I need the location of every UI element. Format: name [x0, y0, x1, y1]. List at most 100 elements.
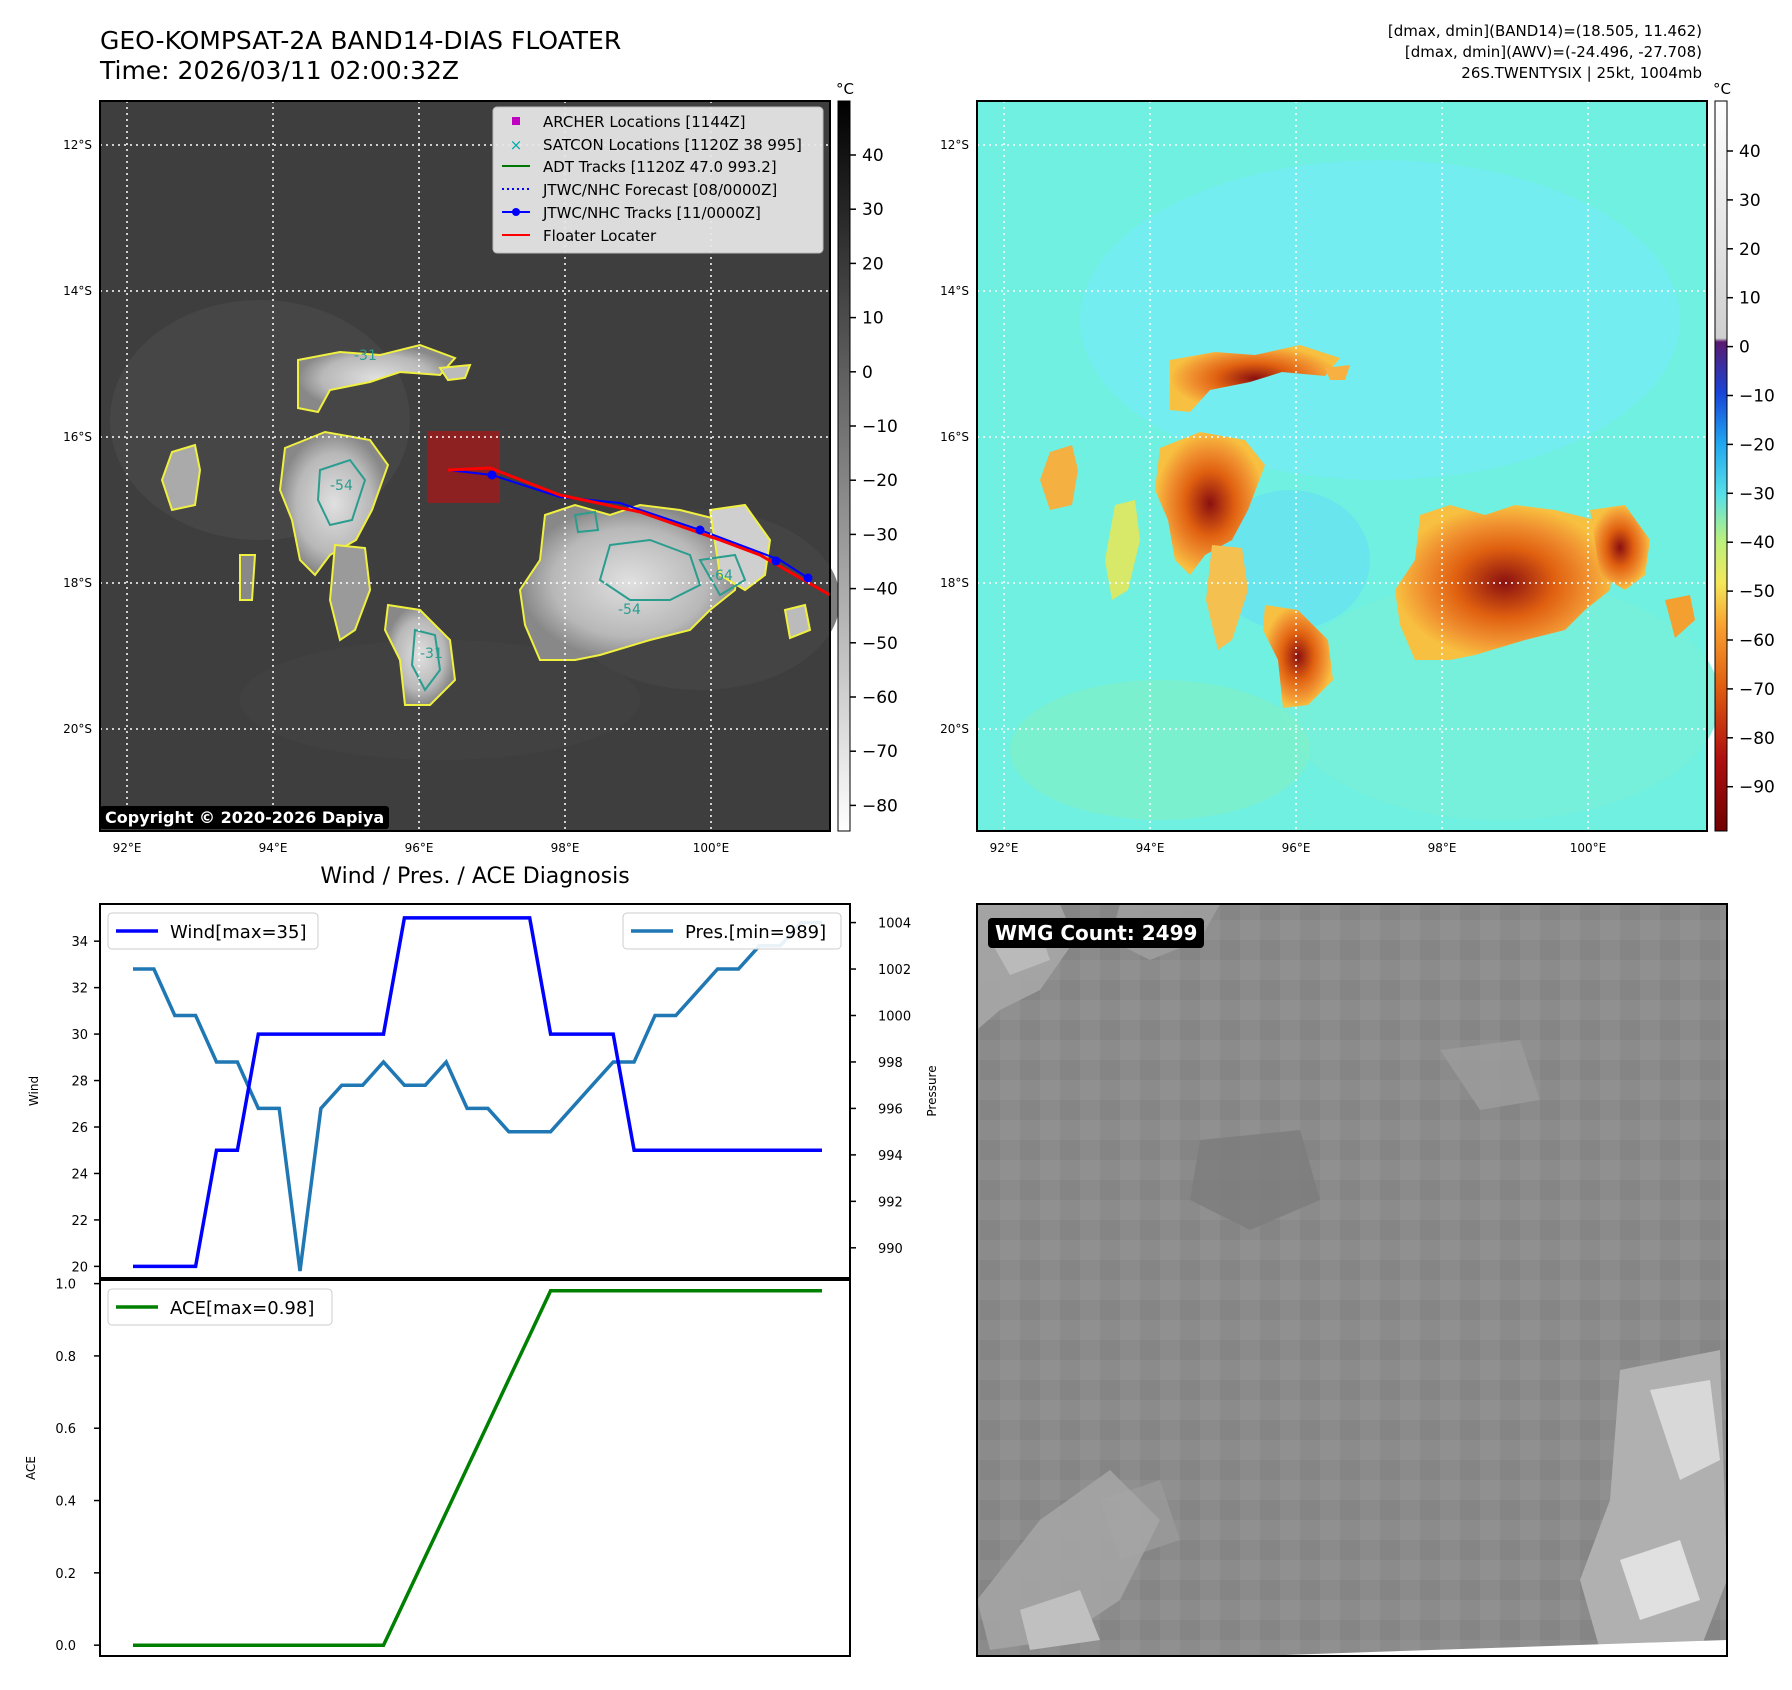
svg-text:98°E: 98°E: [551, 841, 580, 855]
svg-text:18°S: 18°S: [63, 576, 92, 590]
legend-satcon: SATCON Locations [1120Z 38 995]: [543, 136, 802, 154]
pressure-ytick-label: 1004: [878, 917, 911, 932]
wind-axis-label: Wind: [27, 1076, 41, 1106]
svg-text:14°S: 14°S: [940, 284, 969, 298]
color-colorbar-tick-label: −80: [1739, 729, 1775, 749]
gray-colorbar-tick-label: 40: [862, 146, 884, 166]
color-colorbar-tick-label: −30: [1739, 484, 1775, 504]
svg-text:-31: -31: [420, 646, 443, 662]
gray-colorbar-tick-label: −60: [862, 688, 898, 708]
legend-jtwc-tracks: JTWC/NHC Tracks [11/0000Z]: [542, 204, 761, 222]
ace-ytick-label: 0.8: [55, 1350, 76, 1365]
awv-map-panel: 12°S 14°S 16°S 18°S 20°S 92°E 94°E 96°E …: [940, 100, 1720, 855]
gray-colorbar-tick-label: −50: [862, 634, 898, 654]
awv-cloud-clusters: [1040, 345, 1695, 708]
gray-colorbar: °C 40 30 20 10 0 −10 −20 −30 −40 −50 −60 −70 −80: [836, 80, 898, 832]
color-colorbar: °C 40 30 20 10 0 −10 −20 −30 −40 −50 −60 −70 −80 −90: [1713, 80, 1775, 832]
info-storm: 26S.TWENTYSIX | 25kt, 1004mb: [1461, 64, 1702, 82]
pressure-ytick-label: 1002: [878, 963, 911, 978]
pressure-legend-label: Pres.[min=989]: [685, 922, 826, 943]
color-colorbar-tick-label: −10: [1739, 387, 1775, 407]
awv-map-grid: [977, 101, 1707, 831]
color-colorbar-tick-label: 10: [1739, 289, 1761, 309]
wind-ytick-label: 26: [71, 1121, 88, 1136]
wind-ytick-label: 30: [71, 1028, 88, 1043]
diagnosis-title: Wind / Pres. / ACE Diagnosis: [320, 864, 629, 889]
info-awv: [dmax, dmin](AWV)=(-24.496, -27.708): [1404, 43, 1702, 61]
pressure-ytick-label: 1000: [878, 1010, 911, 1025]
pressure-ytick-label: 998: [878, 1056, 903, 1071]
wind-legend: Wind[max=35]: [107, 912, 319, 950]
ir-map-panel: -31 -54 -54 -64 -31: [63, 100, 840, 855]
legend-archer: ARCHER Locations [1144Z]: [543, 113, 746, 131]
color-colorbar-tick-label: −40: [1739, 533, 1775, 553]
wind-ytick-label: 22: [71, 1214, 88, 1229]
svg-text:°C: °C: [836, 80, 854, 98]
color-colorbar-tick-label: −90: [1739, 778, 1775, 798]
chart-title: GEO-KOMPSAT-2A BAND14-DIAS FLOATER: [100, 26, 622, 55]
ace-legend: ACE[max=0.98]: [107, 1288, 333, 1326]
gray-colorbar-tick-label: −10: [862, 417, 898, 437]
pressure-ytick-label: 994: [878, 1149, 903, 1164]
ir-lon-labels: 92°E 94°E 96°E 98°E 100°E: [113, 841, 730, 855]
awv-lat-labels: 12°S 14°S 16°S 18°S 20°S: [940, 138, 969, 736]
svg-text:°C: °C: [1713, 80, 1731, 98]
legend-adt: ADT Tracks [1120Z 47.0 993.2]: [543, 158, 777, 176]
copyright-badge: Copyright © 2020-2026 Dapiya: [100, 806, 390, 829]
svg-text:20°S: 20°S: [63, 722, 92, 736]
wind-series-line: [133, 916, 822, 1269]
pressure-ytick-label: 990: [878, 1242, 903, 1257]
legend-floater: Floater Locater: [543, 227, 657, 245]
svg-text:20°S: 20°S: [940, 722, 969, 736]
wind-ytick-label: 24: [71, 1167, 88, 1182]
ace-ytick-label: 0.2: [55, 1567, 76, 1582]
gray-colorbar-tick-label: −30: [862, 525, 898, 545]
gray-colorbar-tick-label: −70: [862, 742, 898, 762]
pressure-yticks: 990 992 994 996 998 1000 1002 1004: [850, 917, 911, 1257]
svg-text:-54: -54: [330, 478, 353, 494]
ace-ytick-label: 0.4: [55, 1495, 76, 1510]
ir-contour-labels: -31 -54 -54 -64 -31: [330, 348, 733, 662]
pressure-legend: Pres.[min=989]: [622, 912, 842, 950]
svg-text:96°E: 96°E: [405, 841, 434, 855]
svg-text:96°E: 96°E: [1282, 841, 1311, 855]
ace-axis-label: ACE: [24, 1456, 38, 1480]
svg-text:14°S: 14°S: [63, 284, 92, 298]
svg-text:92°E: 92°E: [990, 841, 1019, 855]
wind-legend-label: Wind[max=35]: [170, 922, 307, 943]
wind-ytick-label: 34: [71, 935, 88, 950]
color-colorbar-tick-label: 30: [1739, 191, 1761, 211]
svg-text:98°E: 98°E: [1428, 841, 1457, 855]
wmg-count-badge: WMG Count: 2499: [988, 918, 1205, 948]
color-colorbar-tick-label: 20: [1739, 240, 1761, 260]
info-band14: [dmax, dmin](BAND14)=(18.505, 11.462): [1387, 22, 1702, 40]
color-colorbar-tick-label: −70: [1739, 680, 1775, 700]
svg-text:16°S: 16°S: [940, 430, 969, 444]
svg-text:-64: -64: [710, 568, 733, 584]
chart-time: Time: 2026/03/11 02:00:32Z: [100, 56, 459, 85]
ace-series-line: [133, 1289, 822, 1647]
wmg-frame: [976, 903, 1728, 1657]
svg-text:94°E: 94°E: [1136, 841, 1165, 855]
awv-lon-labels: 92°E 94°E 96°E 98°E 100°E: [990, 841, 1607, 855]
floater-locater-line: [447, 466, 831, 597]
color-colorbar-tick-label: −60: [1739, 631, 1775, 651]
gray-colorbar-tick-label: 10: [862, 309, 884, 329]
color-colorbar-tick-label: −20: [1739, 435, 1775, 455]
ace-yticks: 0.0 0.2 0.4 0.6 0.8 1.0: [55, 1278, 100, 1654]
gray-colorbar-tick-label: 0: [862, 363, 873, 383]
svg-text:12°S: 12°S: [940, 138, 969, 152]
ace-ytick-label: 0.0: [55, 1639, 76, 1654]
awv-map-frame: [976, 100, 1708, 832]
gray-colorbar-ticks: 40 30 20 10 0 −10 −20 −30 −40 −50 −60 −70 −80: [850, 146, 898, 816]
color-colorbar-tick-label: −50: [1739, 582, 1775, 602]
ace-ytick-label: 0.6: [55, 1422, 76, 1437]
ir-map-frame: [99, 100, 831, 832]
ace-legend-label: ACE[max=0.98]: [170, 1298, 314, 1319]
archer-marker: [512, 117, 520, 125]
svg-text:100°E: 100°E: [1570, 841, 1607, 855]
wind-ytick-label: 20: [71, 1260, 88, 1275]
gray-colorbar-tick-label: −20: [862, 471, 898, 491]
svg-text:94°E: 94°E: [259, 841, 288, 855]
